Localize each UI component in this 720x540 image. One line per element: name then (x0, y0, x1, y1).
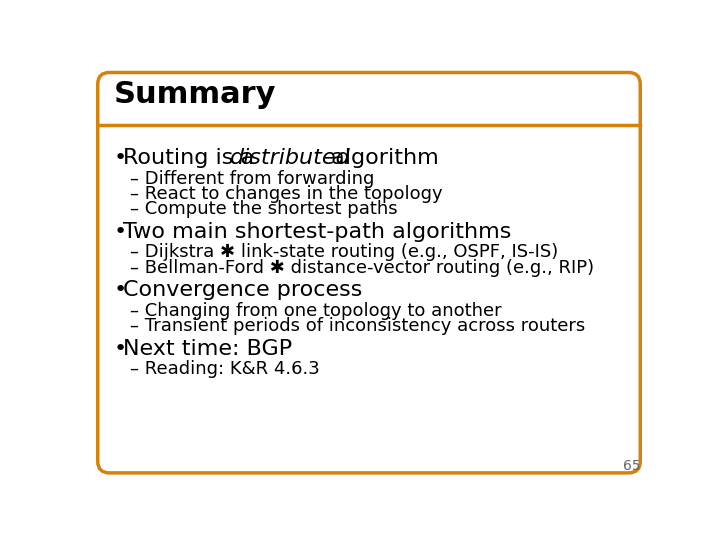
Text: – Changing from one topology to another: – Changing from one topology to another (130, 302, 502, 320)
Text: •: • (113, 280, 127, 300)
Text: Summary: Summary (113, 80, 276, 109)
Text: Next time: BGP: Next time: BGP (123, 339, 292, 359)
Text: Routing is a: Routing is a (123, 148, 261, 168)
Text: – Bellman-Ford ✱ distance-vector routing (e.g., RIP): – Bellman-Ford ✱ distance-vector routing… (130, 259, 595, 277)
Text: 65: 65 (623, 459, 640, 473)
Text: •: • (113, 148, 127, 168)
Text: algorithm: algorithm (324, 148, 438, 168)
Text: distributed: distributed (230, 148, 351, 168)
Text: – React to changes in the topology: – React to changes in the topology (130, 185, 443, 203)
FancyBboxPatch shape (98, 72, 640, 473)
Text: Two main shortest-path algorithms: Two main shortest-path algorithms (123, 222, 512, 242)
Text: •: • (113, 222, 127, 242)
Text: Convergence process: Convergence process (123, 280, 363, 300)
Text: – Transient periods of inconsistency across routers: – Transient periods of inconsistency acr… (130, 318, 585, 335)
Text: – Reading: K&R 4.6.3: – Reading: K&R 4.6.3 (130, 361, 320, 379)
Text: – Compute the shortest paths: – Compute the shortest paths (130, 200, 398, 218)
Text: •: • (113, 339, 127, 359)
Text: – Different from forwarding: – Different from forwarding (130, 170, 374, 187)
Text: – Dijkstra ✱ link-state routing (e.g., OSPF, IS-IS): – Dijkstra ✱ link-state routing (e.g., O… (130, 244, 559, 261)
